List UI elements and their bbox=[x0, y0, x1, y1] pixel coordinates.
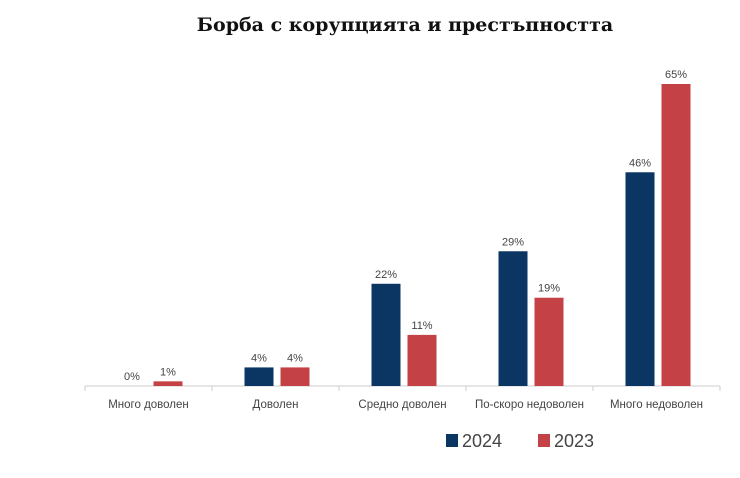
legend-swatch-2024 bbox=[446, 434, 458, 447]
bar-2024 bbox=[371, 283, 401, 386]
data-label: 65% bbox=[665, 69, 687, 81]
legend-label: 2023 bbox=[554, 431, 594, 451]
chart-title: Борба с корупцията и престъпността bbox=[196, 14, 614, 36]
bar-2023 bbox=[407, 334, 437, 386]
bar-2024 bbox=[498, 251, 528, 386]
category-label: Средно доволен bbox=[358, 399, 446, 411]
category-label: Доволен bbox=[253, 399, 299, 411]
bar-2023 bbox=[661, 84, 691, 386]
category-label: Много доволен bbox=[108, 399, 189, 411]
legend-swatch-2023 bbox=[538, 434, 550, 447]
bar-2024 bbox=[244, 367, 274, 386]
bar-2023 bbox=[153, 381, 183, 386]
data-label: 29% bbox=[502, 236, 524, 248]
data-label: 4% bbox=[251, 352, 267, 364]
bar-2024 bbox=[625, 172, 655, 386]
data-label: 1% bbox=[160, 366, 176, 378]
data-label: 22% bbox=[375, 269, 397, 281]
category-label: По-скоро недоволен bbox=[475, 399, 584, 411]
bar-2023 bbox=[534, 297, 564, 386]
data-label: 46% bbox=[629, 157, 651, 169]
category-label: Много недоволен bbox=[610, 399, 703, 411]
legend-label: 2024 bbox=[462, 431, 502, 451]
data-label: 0% bbox=[124, 371, 140, 383]
data-label: 4% bbox=[287, 352, 303, 364]
bar-2023 bbox=[280, 367, 310, 386]
data-label: 19% bbox=[538, 283, 560, 295]
data-label: 11% bbox=[411, 320, 432, 332]
